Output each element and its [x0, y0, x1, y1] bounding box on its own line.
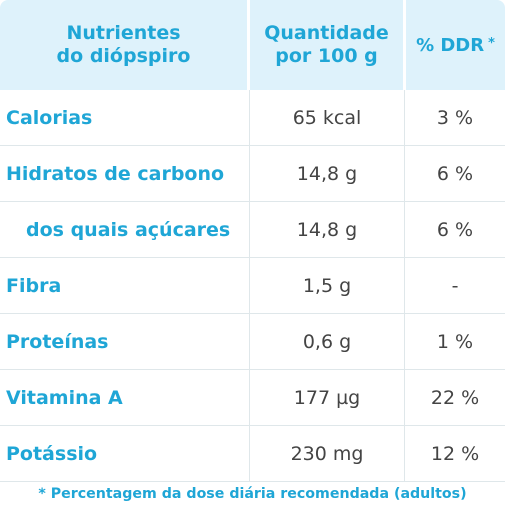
nutrient-amount: 14,8 g — [249, 146, 405, 201]
nutrient-amount: 65 kcal — [249, 90, 405, 145]
nutrient-ddr: - — [451, 274, 459, 297]
header-ddr-marker: * — [488, 35, 495, 51]
header-nutrients-line2: do diópspiro — [56, 45, 191, 67]
nutrient-name: Proteínas — [6, 330, 109, 353]
nutrient-ddr: 22 % — [430, 386, 480, 409]
nutrient-name: dos quais açúcares — [26, 218, 231, 241]
nutrient-name: Calorias — [6, 106, 93, 129]
nutrient-name: Hidratos de carbono — [6, 162, 225, 185]
nutrient-name: Fibra — [6, 274, 62, 297]
nutrient-ddr: 6 % — [436, 218, 474, 241]
header-quantity: Quantidade por 100 g — [250, 0, 403, 90]
header-nutrients-line1: Nutrientes — [66, 22, 181, 44]
table-row: Potássio 230 mg 12 % — [0, 426, 505, 482]
nutrient-ddr: 12 % — [430, 442, 480, 465]
table-row: Vitamina A 177 µg 22 % — [0, 370, 505, 426]
header-ddr-label: % DDR — [416, 34, 485, 56]
table-row: dos quais açúcares 14,8 g 6 % — [0, 202, 505, 258]
header-nutrients: Nutrientes do diópspiro — [0, 0, 247, 90]
table-header: Nutrientes do diópspiro Quantidade por 1… — [0, 0, 505, 90]
nutrient-amount: 14,8 g — [249, 202, 405, 257]
nutrition-table: Nutrientes do diópspiro Quantidade por 1… — [0, 0, 505, 482]
table-row: Proteínas 0,6 g 1 % — [0, 314, 505, 370]
header-quantity-line2: por 100 g — [275, 45, 378, 67]
nutrient-ddr: 1 % — [436, 330, 474, 353]
nutrient-ddr: 6 % — [436, 162, 474, 185]
table-row: Fibra 1,5 g - — [0, 258, 505, 314]
nutrient-amount: 1,5 g — [249, 258, 405, 313]
table-row: Hidratos de carbono 14,8 g 6 % — [0, 146, 505, 202]
nutrient-name: Vitamina A — [6, 386, 123, 409]
footnote: * Percentagem da dose diária recomendada… — [38, 486, 467, 502]
nutrient-amount: 0,6 g — [249, 314, 405, 369]
nutrient-name: Potássio — [6, 442, 98, 465]
header-quantity-line1: Quantidade — [264, 22, 389, 44]
nutrient-ddr: 3 % — [436, 106, 474, 129]
header-ddr: % DDR * — [406, 0, 505, 90]
table-row: Calorias 65 kcal 3 % — [0, 90, 505, 146]
nutrient-amount: 230 mg — [249, 426, 405, 481]
nutrient-amount: 177 µg — [249, 370, 405, 425]
